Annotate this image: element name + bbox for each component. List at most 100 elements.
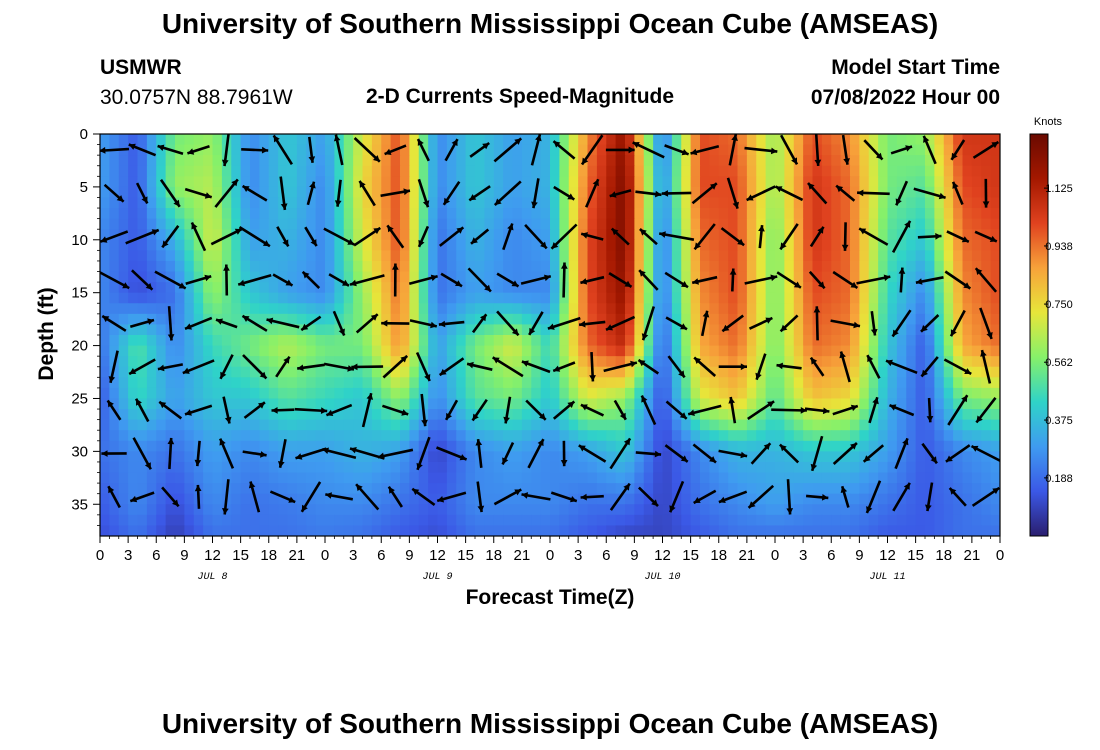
heatmap-cell [606,419,617,431]
heatmap-cell [268,144,279,156]
heatmap-cell [878,514,889,527]
heatmap-cell [906,504,917,516]
heatmap-cell [156,335,167,347]
heatmap-cell [596,250,607,262]
heatmap-cell [756,366,767,378]
heatmap-cell [146,165,157,177]
heatmap-cell [671,451,682,463]
heatmap-cell [606,451,617,463]
heatmap-cell [100,250,110,262]
heatmap-cell [465,165,476,177]
heatmap-cell [625,260,635,273]
heatmap-cell [371,483,382,495]
heatmap-cell [765,514,776,527]
heatmap-cell [540,419,551,431]
heatmap-cell [962,451,973,463]
heatmap-cell [371,440,382,452]
heatmap-cell [943,387,954,400]
heatmap-cell [812,525,823,536]
heatmap-cell [578,366,589,378]
heatmap-cell [250,250,260,262]
heatmap-cell [128,197,139,209]
heatmap-cell [728,260,739,273]
heatmap-cell [109,514,120,527]
heatmap-cell [953,303,964,315]
heatmap-cell [756,398,767,410]
heatmap-cell [690,451,701,463]
heatmap-cell [287,345,298,357]
heatmap-cell [634,282,645,294]
heatmap-cell [700,398,710,410]
heatmap-cell [165,409,176,421]
heatmap-cell [625,229,635,241]
heatmap-cell [681,335,692,347]
heatmap-cell [587,461,598,474]
current-arrow [687,404,722,416]
heatmap-cell [409,260,420,273]
heatmap-cell [803,271,814,283]
heatmap-cell [531,292,542,304]
heatmap-cell [278,514,289,527]
heatmap-cell [587,440,598,452]
heatmap-cell [418,345,429,357]
heatmap-cell [803,461,814,474]
heatmap-cell [334,271,345,283]
heatmap-cell [250,461,260,474]
heatmap-cell [990,186,1000,199]
heatmap-cell [990,493,1000,505]
heatmap-cell [878,409,889,421]
heatmap-cell [803,144,814,156]
heatmap-cell [109,134,120,146]
heatmap-cell [371,176,382,188]
heatmap-cell [493,229,504,241]
heatmap-cell [353,419,364,431]
heatmap-cell [634,345,645,357]
heatmap-cell [428,398,439,410]
heatmap-cell [193,335,204,347]
heatmap-cell [259,514,270,527]
heatmap-cell [625,461,635,474]
heatmap-cell [446,525,457,536]
heatmap-cell [165,387,176,400]
heatmap-cell [803,165,814,177]
heatmap-cell [128,409,139,421]
heatmap-cell [418,165,429,177]
heatmap-cell [175,324,185,336]
heatmap-cell [512,356,523,368]
heatmap-cell [634,303,645,315]
heatmap-cell [953,356,964,368]
heatmap-cell [868,440,879,452]
heatmap-cell [390,504,401,516]
heatmap-cell [409,451,420,463]
heatmap-cell [587,197,598,209]
heatmap-cell [512,451,523,463]
heatmap-cell [465,155,476,167]
current-arrow [161,486,180,508]
heatmap-cell [278,525,289,536]
current-arrow [417,225,430,248]
heatmap-cell [146,324,157,336]
heatmap-cell [915,493,926,505]
heatmap-cell [109,250,120,262]
y-tick-label: 30 [71,443,88,460]
heatmap-cell [700,366,710,378]
heatmap-cell [165,208,176,220]
heatmap-cell [981,218,992,230]
heatmap-cell [268,387,279,400]
heatmap-cell [343,430,354,442]
heatmap-cell [709,208,720,220]
heatmap-cell [268,440,279,452]
heatmap-cell [953,514,964,527]
heatmap-cell [465,303,476,315]
heatmap-cell [231,366,242,378]
heatmap-cell [868,514,879,527]
heatmap-cell [615,208,626,220]
heatmap-cell [728,345,739,357]
heatmap-cell [400,504,410,516]
heatmap-cell [400,398,410,410]
heatmap-cell [606,165,617,177]
current-arrow [300,481,322,513]
heatmap-cell [925,313,935,326]
heatmap-cell [540,176,551,188]
